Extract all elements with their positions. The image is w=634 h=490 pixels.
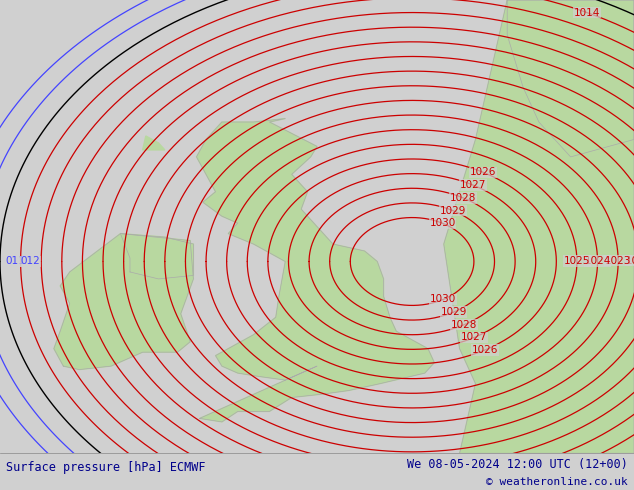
Polygon shape xyxy=(197,119,434,422)
Text: 1014: 1014 xyxy=(574,8,600,18)
Text: 1029: 1029 xyxy=(441,307,467,317)
Polygon shape xyxy=(54,234,193,369)
Text: 1030: 1030 xyxy=(429,218,456,228)
Text: 1027: 1027 xyxy=(461,332,488,343)
Text: Surface pressure [hPa] ECMWF: Surface pressure [hPa] ECMWF xyxy=(6,461,206,474)
Text: © weatheronline.co.uk: © weatheronline.co.uk xyxy=(486,477,628,487)
Text: 1029: 1029 xyxy=(439,206,466,216)
Polygon shape xyxy=(444,0,634,453)
Text: 011: 011 xyxy=(6,256,25,267)
Text: 1028: 1028 xyxy=(450,193,476,203)
Text: 1028: 1028 xyxy=(451,320,477,330)
Text: 1026: 1026 xyxy=(470,168,496,177)
Text: 012: 012 xyxy=(20,256,40,267)
Text: 1024: 1024 xyxy=(585,256,611,266)
Polygon shape xyxy=(507,0,634,157)
Text: 1023: 1023 xyxy=(605,256,631,266)
Text: 1030: 1030 xyxy=(430,294,456,304)
Polygon shape xyxy=(143,136,165,150)
Text: 1025: 1025 xyxy=(564,256,590,266)
Text: 1027: 1027 xyxy=(460,180,486,190)
Text: We 08-05-2024 12:00 UTC (12+00): We 08-05-2024 12:00 UTC (12+00) xyxy=(407,458,628,471)
Text: 1026: 1026 xyxy=(472,345,498,355)
Text: 1022: 1022 xyxy=(626,256,634,266)
Polygon shape xyxy=(120,234,193,279)
